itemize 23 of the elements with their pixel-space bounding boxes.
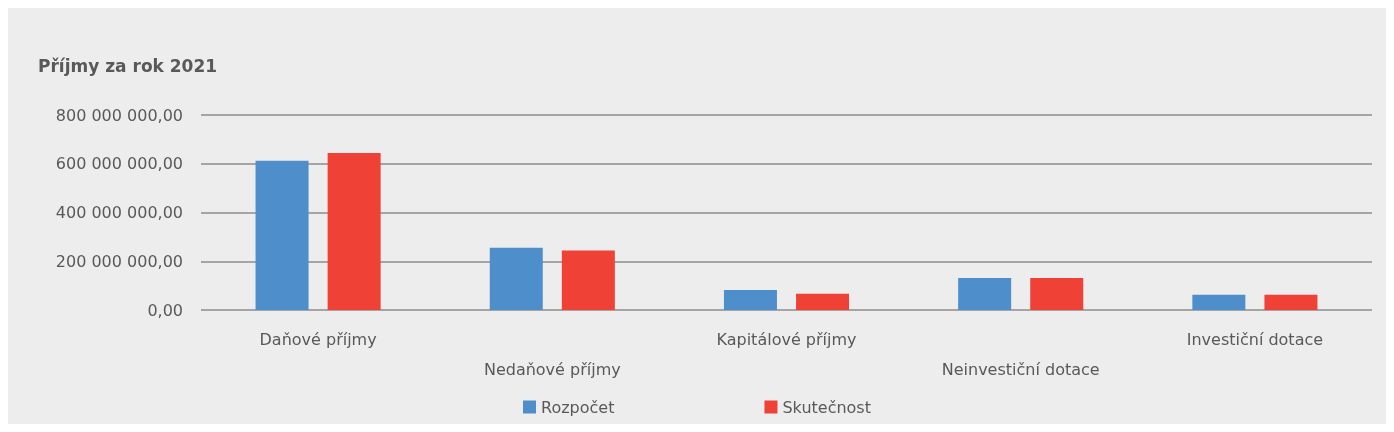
x-tick-label: Nedaňové příjmy	[483, 359, 621, 379]
x-tick-label: Neinvestiční dotace	[941, 359, 1100, 379]
x-tick-label: Investiční dotace	[1186, 329, 1324, 349]
bar	[1264, 294, 1318, 310]
bar	[561, 250, 615, 310]
bar	[796, 293, 850, 310]
bar	[723, 290, 777, 310]
bar	[1192, 294, 1246, 310]
x-tick-label: Kapitálové příjmy	[716, 329, 857, 349]
y-tick-label: 0,00	[147, 300, 183, 320]
legend-label: Skutečnost	[782, 397, 871, 417]
y-tick-label: 200 000 000,00	[55, 251, 183, 271]
legend-label: Rozpočet	[541, 397, 615, 417]
y-tick-label: 600 000 000,00	[55, 154, 183, 174]
y-tick-label: 400 000 000,00	[55, 203, 183, 222]
chart-title: Příjmy za rok 2021	[38, 55, 218, 76]
y-tick-label: 800 000 000,00	[55, 105, 183, 125]
bar	[255, 160, 309, 310]
bar	[958, 278, 1012, 310]
x-tick-label: Daňové příjmy	[259, 329, 377, 349]
bar	[327, 153, 381, 310]
bar	[489, 247, 543, 310]
bar	[1030, 278, 1084, 310]
